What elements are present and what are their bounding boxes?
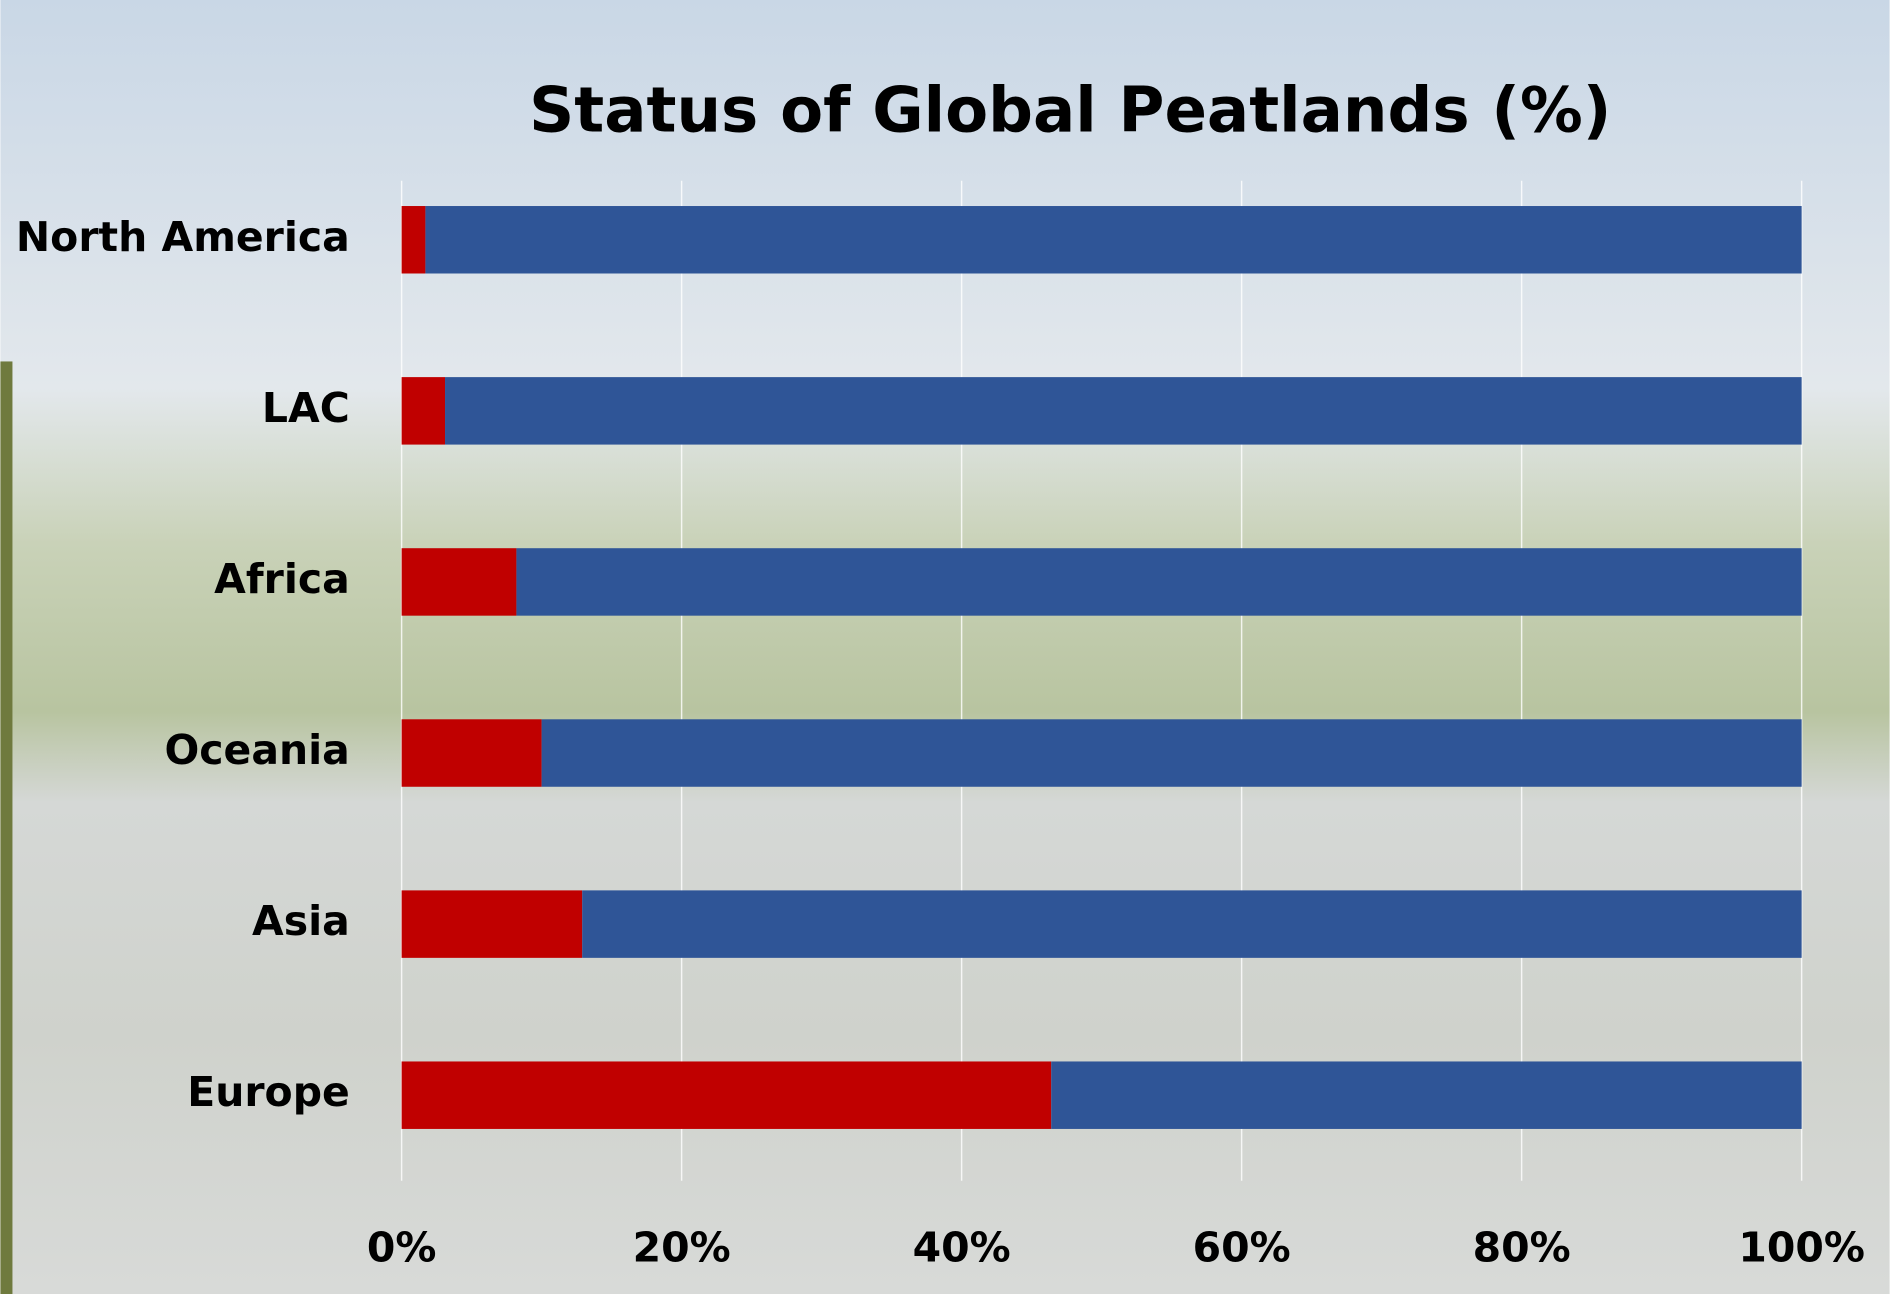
y-tick-label: LAC <box>262 384 350 432</box>
x-tick-label: 60% <box>1193 1224 1291 1272</box>
bar-segment <box>401 377 446 445</box>
y-tick-label: Oceania <box>164 726 349 774</box>
bar-segment <box>425 206 1802 274</box>
bar-segment <box>582 890 1802 958</box>
x-tick-label: 20% <box>633 1224 731 1272</box>
bar-segment <box>401 206 426 274</box>
x-tick-label: 100% <box>1738 1224 1865 1272</box>
y-tick-label: Asia <box>252 897 350 945</box>
plot-area: 0% 20% 40% 60% 80% 100% North America LAC Africa… <box>16 180 1865 1272</box>
bar-segment <box>541 719 1802 787</box>
y-tick-label: Europe <box>187 1068 350 1116</box>
background-edge <box>0 361 13 1294</box>
bar-segment <box>445 377 1802 445</box>
bar-segment <box>1051 1061 1802 1129</box>
chart-title: Status of Global Peatlands (%) <box>529 74 1611 147</box>
y-tick-label: North America <box>16 213 350 261</box>
bar-segment <box>516 548 1802 616</box>
bar-segment <box>401 719 542 787</box>
x-tick-label: 80% <box>1473 1224 1571 1272</box>
bar-segment <box>401 548 517 616</box>
y-tick-label: Africa <box>214 555 350 603</box>
bar-segment <box>401 1061 1052 1129</box>
x-tick-label: 0% <box>367 1224 437 1272</box>
x-tick-label: 40% <box>913 1224 1011 1272</box>
bar-segment <box>401 890 583 958</box>
